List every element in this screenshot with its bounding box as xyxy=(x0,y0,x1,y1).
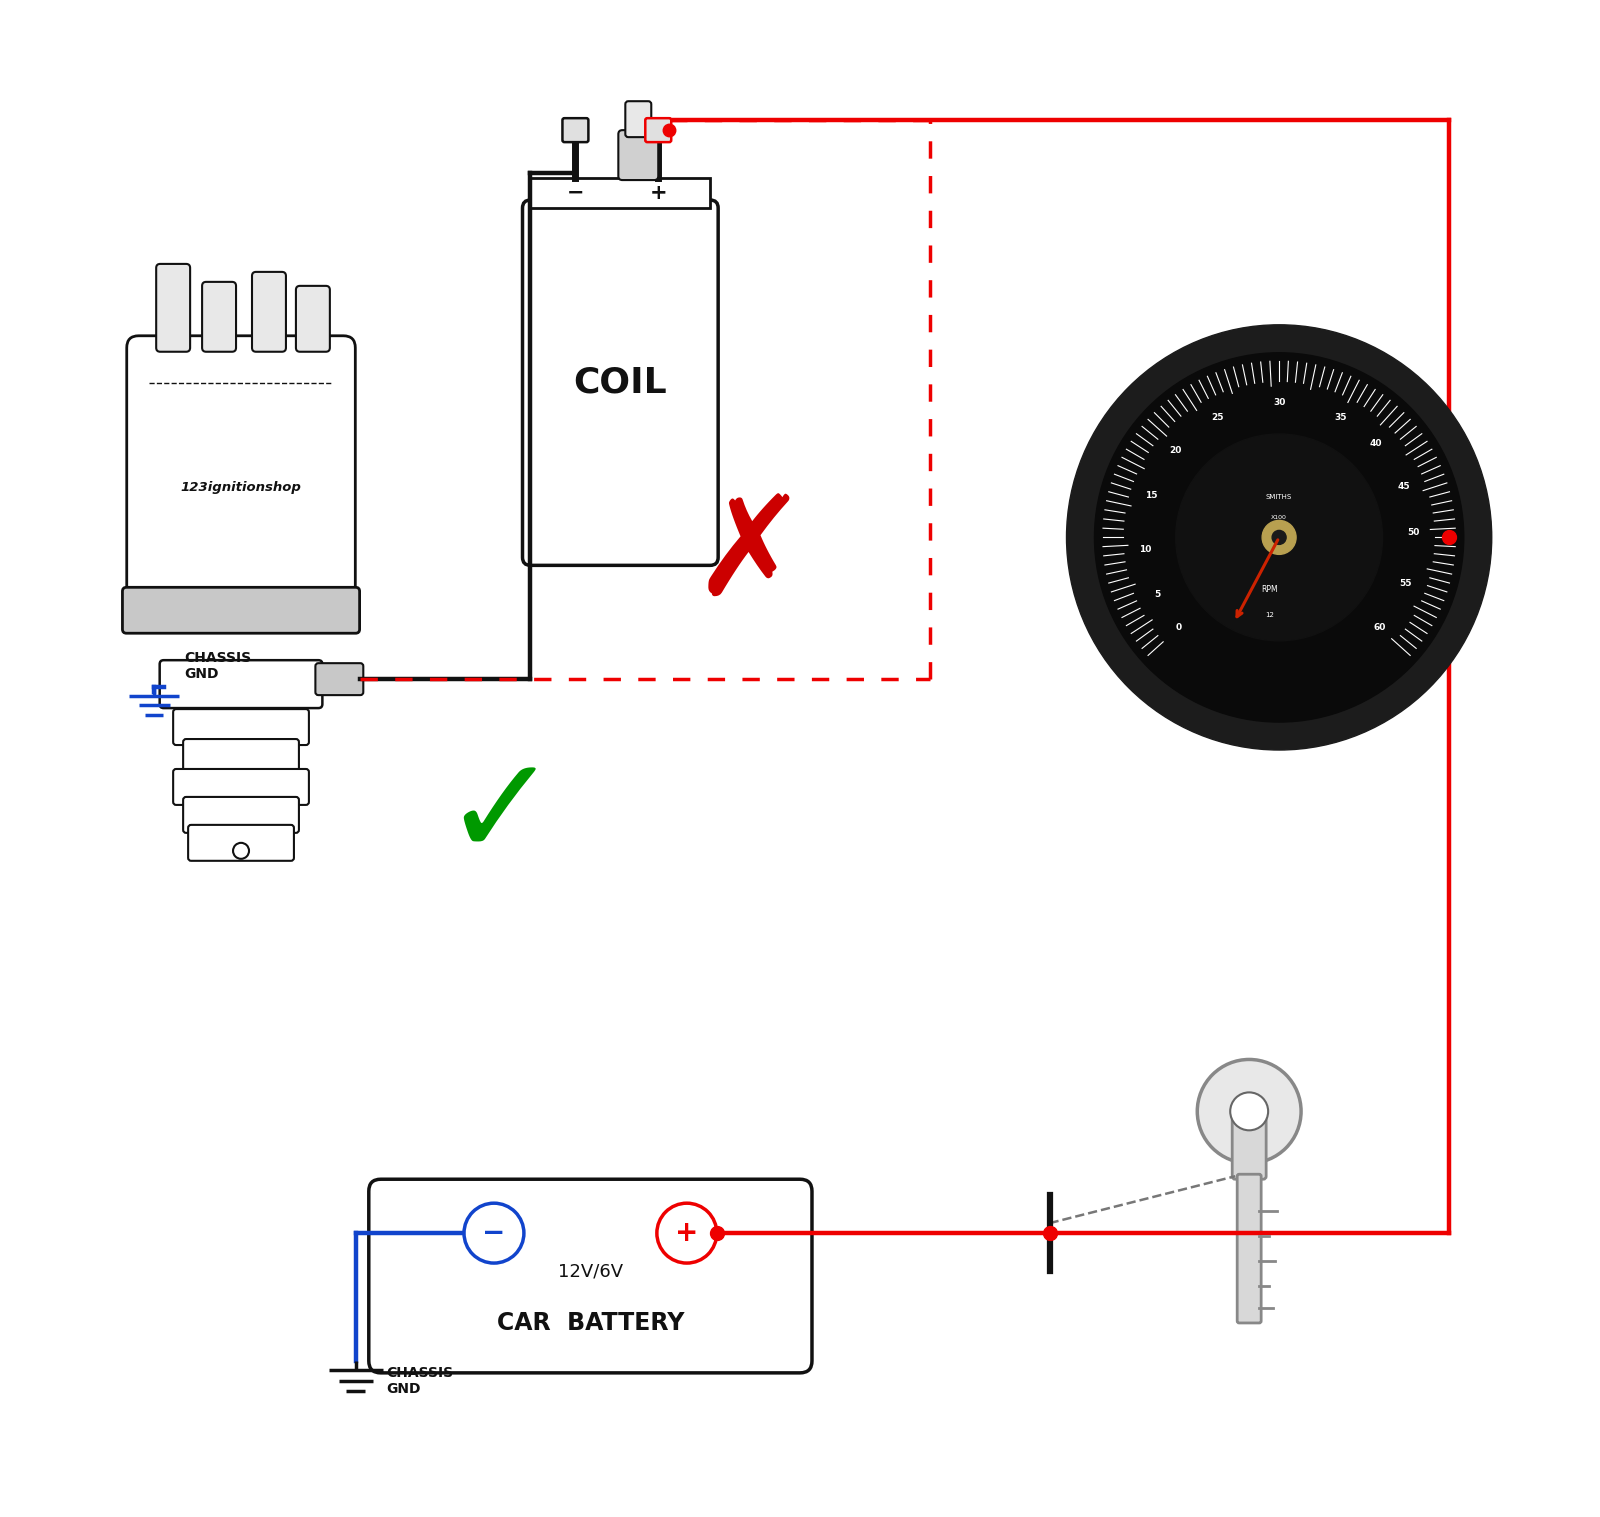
FancyBboxPatch shape xyxy=(626,102,651,137)
Text: X100: X100 xyxy=(1270,514,1286,520)
Text: 35: 35 xyxy=(1334,413,1347,422)
Text: RPM: RPM xyxy=(1261,584,1278,593)
FancyBboxPatch shape xyxy=(173,769,309,806)
Text: COIL: COIL xyxy=(573,366,667,399)
Text: ✗: ✗ xyxy=(691,490,808,625)
FancyBboxPatch shape xyxy=(253,272,286,352)
FancyBboxPatch shape xyxy=(296,285,330,352)
Text: CAR  BATTERY: CAR BATTERY xyxy=(496,1311,685,1335)
Text: 60: 60 xyxy=(1373,623,1386,633)
FancyBboxPatch shape xyxy=(157,264,190,352)
FancyBboxPatch shape xyxy=(126,335,355,630)
Text: CHASSIS
GND: CHASSIS GND xyxy=(184,651,251,681)
FancyBboxPatch shape xyxy=(123,587,360,633)
FancyBboxPatch shape xyxy=(645,118,672,143)
FancyBboxPatch shape xyxy=(523,200,718,566)
FancyBboxPatch shape xyxy=(1237,1174,1261,1323)
FancyBboxPatch shape xyxy=(182,796,299,833)
Text: 0: 0 xyxy=(1176,623,1182,633)
FancyBboxPatch shape xyxy=(1232,1109,1266,1179)
Circle shape xyxy=(658,1203,717,1264)
Text: 10: 10 xyxy=(1139,545,1150,554)
Text: 30: 30 xyxy=(1274,397,1285,407)
Bar xyxy=(531,177,710,208)
Text: +: + xyxy=(675,1220,699,1247)
Text: 123ignitionshop: 123ignitionshop xyxy=(181,481,301,495)
Circle shape xyxy=(1197,1059,1301,1164)
Circle shape xyxy=(1067,325,1491,749)
Text: ✓: ✓ xyxy=(442,749,558,884)
Text: 12: 12 xyxy=(1266,611,1274,617)
Text: 5: 5 xyxy=(1154,590,1160,599)
FancyBboxPatch shape xyxy=(563,118,589,143)
Text: 25: 25 xyxy=(1211,413,1224,422)
FancyBboxPatch shape xyxy=(368,1179,811,1373)
Text: −: − xyxy=(482,1220,506,1247)
Circle shape xyxy=(1262,520,1296,554)
FancyBboxPatch shape xyxy=(173,708,309,745)
FancyBboxPatch shape xyxy=(182,739,299,775)
Text: 15: 15 xyxy=(1144,492,1157,501)
Text: SMITHS: SMITHS xyxy=(1266,493,1293,499)
FancyBboxPatch shape xyxy=(618,130,658,181)
Text: 45: 45 xyxy=(1398,482,1411,492)
Text: 55: 55 xyxy=(1400,579,1413,589)
Circle shape xyxy=(1272,531,1286,545)
Text: +: + xyxy=(650,184,667,203)
Circle shape xyxy=(234,843,250,859)
Text: 20: 20 xyxy=(1170,446,1182,455)
Circle shape xyxy=(1230,1092,1269,1130)
Circle shape xyxy=(464,1203,523,1264)
FancyBboxPatch shape xyxy=(160,660,322,708)
Text: −: − xyxy=(566,184,584,203)
Circle shape xyxy=(1176,434,1382,640)
Circle shape xyxy=(1094,353,1464,722)
Text: CHASSIS
GND: CHASSIS GND xyxy=(386,1365,453,1396)
FancyBboxPatch shape xyxy=(315,663,363,695)
FancyBboxPatch shape xyxy=(189,825,294,860)
Text: 50: 50 xyxy=(1408,528,1421,537)
FancyBboxPatch shape xyxy=(202,282,237,352)
Text: 40: 40 xyxy=(1370,440,1382,448)
Text: 12V/6V: 12V/6V xyxy=(558,1262,622,1280)
